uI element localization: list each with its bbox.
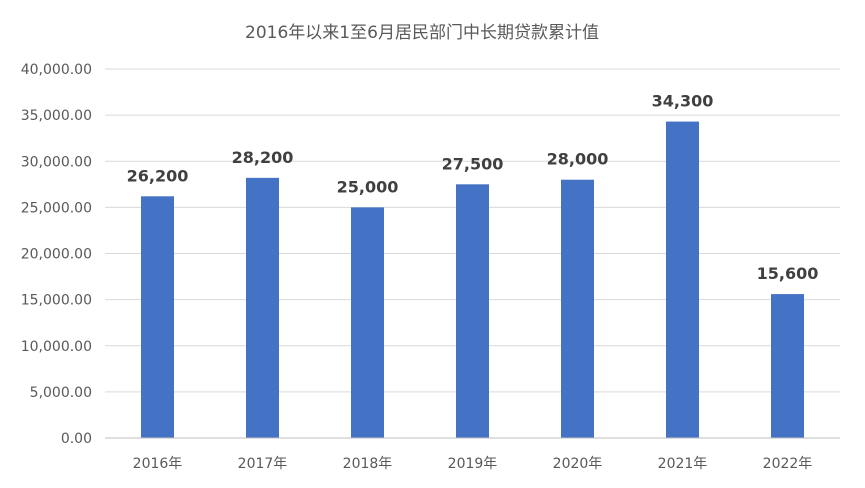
x-tick-label: 2021年	[658, 456, 708, 472]
y-tick-label: 20,000.00	[21, 247, 92, 263]
y-tick-label: 25,000.00	[21, 200, 92, 216]
bar-2021年	[666, 121, 699, 439]
x-tick-label: 2020年	[553, 456, 603, 472]
chart-title: 2016年以来1至6月居民部门中长期贷款累计值	[245, 23, 599, 43]
y-tick-label: 0.00	[61, 431, 92, 447]
data-label: 27,500	[442, 154, 504, 173]
y-tick-label: 40,000.00	[21, 62, 92, 78]
x-tick-label: 2017年	[238, 456, 288, 472]
data-label: 25,000	[337, 177, 399, 196]
bar-2020年	[561, 179, 594, 438]
bar-2016年	[141, 196, 174, 438]
y-tick-label: 35,000.00	[21, 108, 92, 124]
x-tick-label: 2016年	[133, 456, 183, 472]
x-axis-ticks: 2016年 2017年 2018年 2019年 2020年 2021年 2022年	[133, 456, 813, 472]
y-axis-ticks: 0.00 5,000.00 10,000.00 15,000.00 20,000.00 2…	[21, 62, 92, 447]
bar-2019年	[456, 184, 489, 438]
x-tick-label: 2022年	[763, 456, 813, 472]
y-tick-label: 30,000.00	[21, 154, 92, 170]
x-tick-label: 2018年	[343, 456, 393, 472]
data-label: 34,300	[652, 92, 714, 111]
data-label: 15,600	[757, 264, 819, 283]
x-tick-label: 2019年	[448, 456, 498, 472]
data-label: 28,200	[232, 148, 294, 167]
bar-2017年	[246, 177, 279, 439]
bar-2022年	[771, 294, 804, 438]
y-tick-label: 15,000.00	[21, 293, 92, 309]
y-tick-label: 10,000.00	[21, 339, 92, 355]
bar-2018年	[351, 207, 384, 438]
data-label: 28,000	[547, 150, 609, 169]
bars	[141, 121, 804, 439]
data-labels: 26,200 28,200 25,000 27,500 28,000 34,300 15,6…	[127, 92, 819, 284]
data-label: 26,200	[127, 166, 189, 185]
y-tick-label: 5,000.00	[30, 385, 92, 401]
